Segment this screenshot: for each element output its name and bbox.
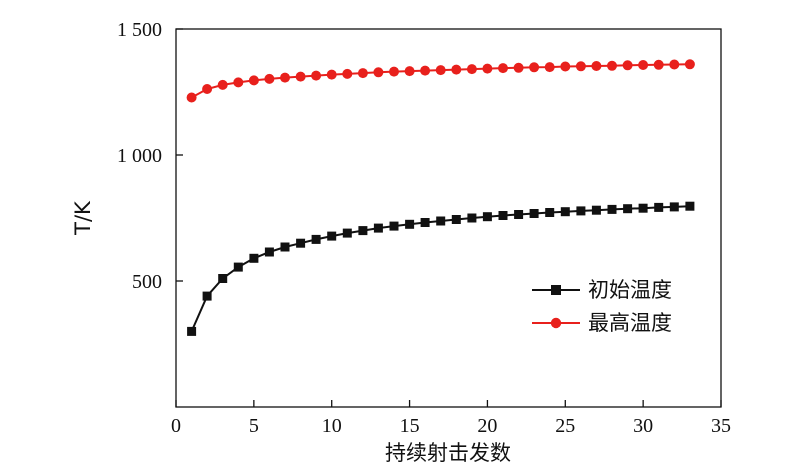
data-point-circle <box>404 66 415 77</box>
data-point-circle <box>607 60 617 71</box>
legend-item-max: 最高温度 <box>532 311 672 335</box>
x-tick-label: 5 <box>249 415 259 437</box>
data-point-circle <box>544 62 555 73</box>
data-point-circle <box>233 77 244 88</box>
data-point-square <box>498 211 508 220</box>
x-tick-label: 20 <box>477 415 497 437</box>
data-point-square <box>560 207 570 217</box>
data-point-square <box>638 203 648 213</box>
data-point-circle <box>186 92 197 103</box>
data-point-circle <box>684 59 695 70</box>
data-point-square <box>591 205 601 215</box>
series-layer <box>186 59 695 336</box>
data-point-circle <box>217 79 228 90</box>
legend-marker-max <box>550 317 562 329</box>
legend-label-initial: 初始温度 <box>588 278 672 302</box>
plot-frame <box>175 28 722 408</box>
legend-item-initial: 初始温度 <box>532 278 672 302</box>
data-point-square <box>311 234 321 244</box>
x-tick-label: 25 <box>555 415 575 437</box>
data-point-square <box>264 247 274 257</box>
data-point-circle <box>373 67 384 78</box>
data-point-circle <box>482 63 493 74</box>
y-tick-label: 500 <box>132 271 162 293</box>
data-point-square <box>389 221 399 231</box>
data-point-circle <box>342 68 353 79</box>
data-point-square <box>405 219 415 229</box>
data-point-square <box>296 238 306 248</box>
x-tick-label: 35 <box>711 415 731 437</box>
data-point-square <box>451 215 461 224</box>
legend-label-max: 最高温度 <box>588 311 672 335</box>
x-axis-title: 持续射击发数 <box>385 441 511 465</box>
data-point-square <box>514 210 524 219</box>
data-point-square <box>187 326 197 336</box>
data-point-circle <box>653 59 664 70</box>
legend: 初始温度 最高温度 <box>532 278 672 335</box>
data-point-circle <box>202 84 213 94</box>
data-point-circle <box>560 61 571 72</box>
data-point-circle <box>389 66 399 77</box>
data-point-square <box>358 226 368 236</box>
y-axis-title: T/K <box>71 200 95 236</box>
data-point-circle <box>513 62 524 73</box>
data-point-circle <box>591 61 602 71</box>
data-point-square <box>467 213 477 223</box>
x-tick-label: 10 <box>322 415 342 437</box>
data-point-circle <box>248 75 259 86</box>
data-point-circle <box>280 72 290 83</box>
data-point-square <box>373 223 383 233</box>
x-tick-label: 30 <box>633 415 653 437</box>
data-point-circle <box>466 64 477 75</box>
data-point-square <box>607 204 617 214</box>
data-point-circle <box>529 62 540 73</box>
data-point-circle <box>435 65 446 76</box>
data-point-square <box>623 204 633 214</box>
data-point-square <box>529 209 539 218</box>
data-point-square <box>420 218 430 227</box>
data-point-circle <box>451 64 462 75</box>
y-tick-label: 1 500 <box>117 19 162 41</box>
data-point-square <box>482 212 492 222</box>
y-tick-label: 1 000 <box>117 145 162 167</box>
axis-ticks: 0 5 10 15 20 25 30 35 500 1 000 1 500 <box>117 19 731 437</box>
data-point-square <box>685 201 695 211</box>
data-point-circle <box>622 60 633 71</box>
data-point-circle <box>264 73 275 84</box>
data-point-circle <box>311 70 322 81</box>
data-point-square <box>342 228 352 238</box>
x-tick-label: 15 <box>400 415 420 437</box>
x-tick-label: 0 <box>171 415 181 437</box>
data-point-circle <box>295 71 306 82</box>
data-point-square <box>249 253 259 263</box>
data-point-square <box>669 202 679 212</box>
data-point-square <box>202 291 212 301</box>
data-point-circle <box>575 61 586 72</box>
data-point-square <box>654 202 664 212</box>
legend-marker-initial <box>551 285 561 295</box>
data-point-circle <box>420 65 431 76</box>
data-point-square <box>327 231 337 241</box>
data-point-square <box>576 206 586 216</box>
data-point-square <box>280 242 290 252</box>
data-point-square <box>436 216 446 226</box>
data-point-square <box>233 262 243 272</box>
data-point-circle <box>638 60 649 70</box>
data-point-circle <box>498 63 508 74</box>
data-point-square <box>545 208 555 217</box>
data-point-square <box>218 274 228 283</box>
data-point-circle <box>669 59 680 70</box>
data-point-circle <box>357 68 368 79</box>
data-point-circle <box>326 69 337 80</box>
